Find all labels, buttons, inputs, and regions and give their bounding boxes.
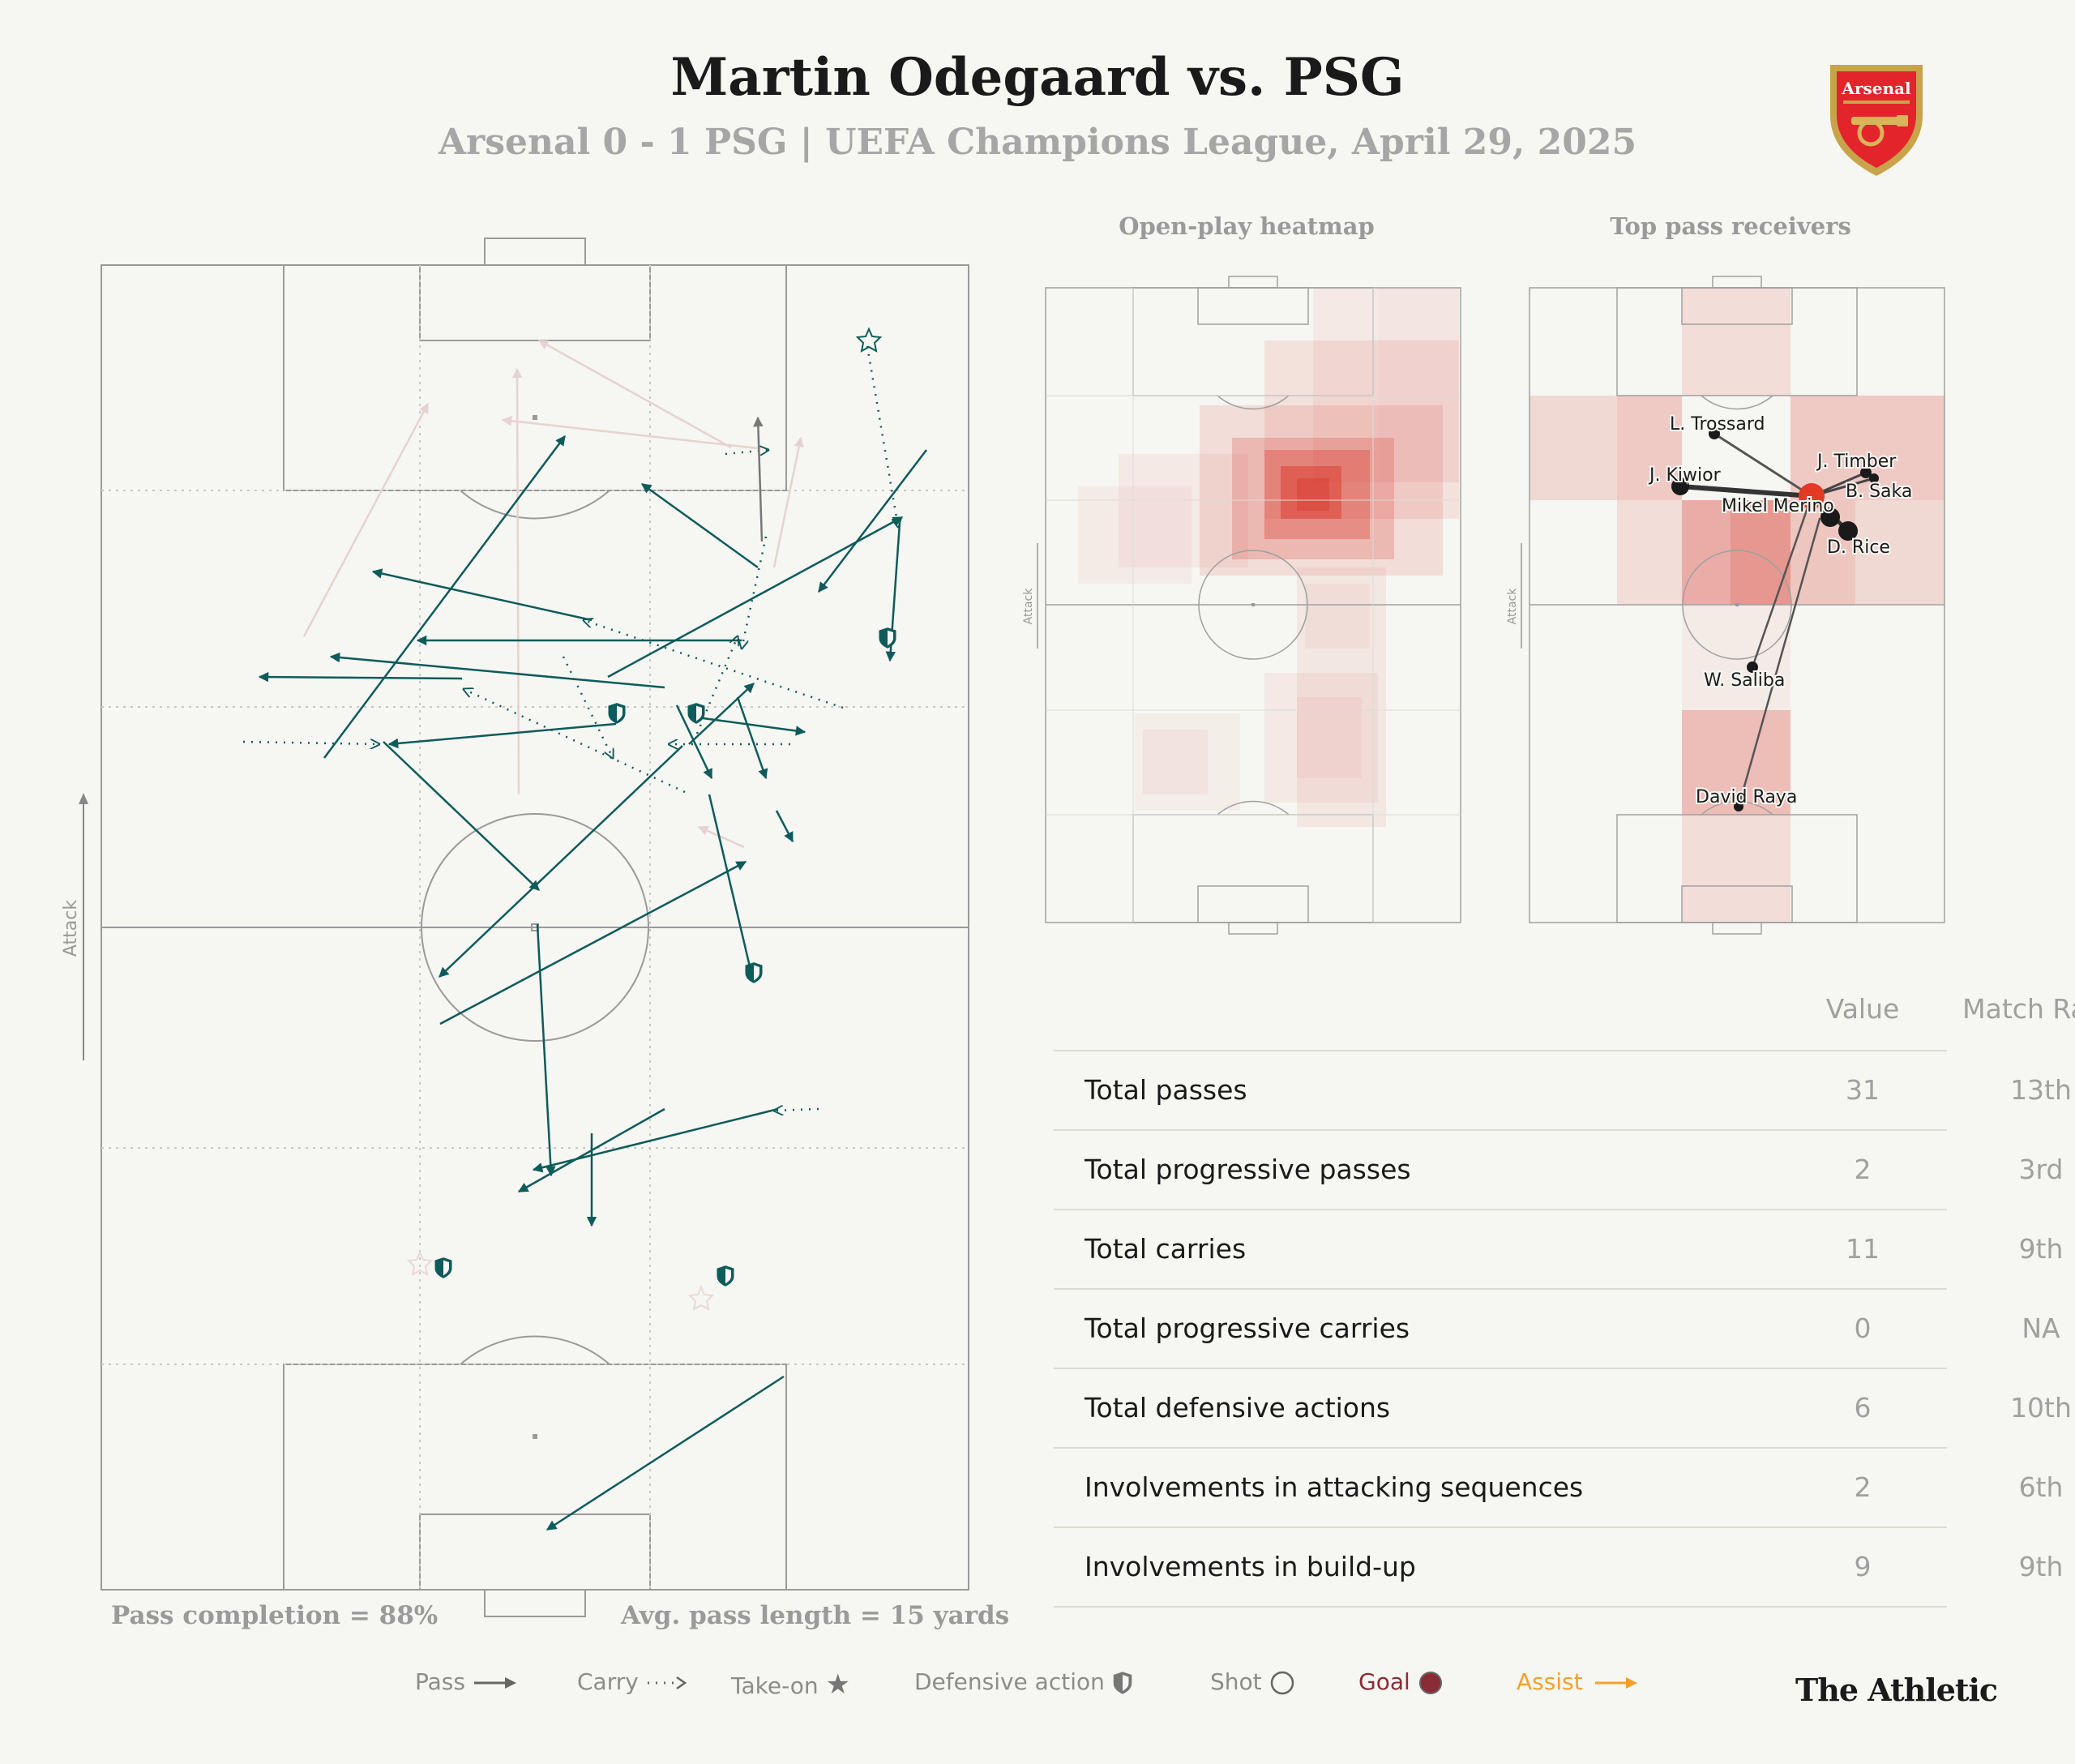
shot-circle-icon [1270, 1671, 1294, 1695]
receiver-label: W. Saliba [1704, 670, 1785, 691]
stat-label: Involvements in attacking sequences [1085, 1471, 1584, 1503]
grey-pass [753, 416, 764, 542]
receivers-attack-label: Attack [1506, 588, 1519, 625]
stats-row: Total defensive actions 6 10th [1054, 1368, 2072, 1447]
stat-value: 2 [1854, 1471, 1872, 1503]
stat-rank: 9th [2018, 1551, 2064, 1582]
stat-value: 6 [1854, 1392, 1872, 1424]
heatmap-title: Open-play heatmap [1119, 212, 1375, 240]
receiver-nodes [1671, 428, 1879, 811]
rank-column-header: Match Rank [1962, 993, 2075, 1025]
receiver-label: Mikel Merino [1722, 496, 1834, 516]
receiver-label: D. Rice [1827, 537, 1890, 558]
legend-pass-label: Pass [415, 1668, 465, 1695]
defensive-actions [434, 627, 896, 1287]
stat-value: 31 [1846, 1074, 1880, 1106]
stat-label: Total progressive passes [1085, 1154, 1411, 1185]
receiver-label: David Raya [1696, 787, 1797, 807]
stats-row: Involvements in attacking sequences 2 6t… [1054, 1447, 2063, 1526]
successful-passes [258, 435, 927, 1531]
main-pitch [101, 238, 969, 1617]
legend-goal: Goal [1358, 1668, 1444, 1696]
stat-value: 0 [1854, 1312, 1872, 1344]
stat-label: Total passes [1085, 1074, 1247, 1106]
attack-direction-arrow: Attack [61, 793, 88, 1060]
stat-label: Total defensive actions [1085, 1392, 1391, 1424]
page-title: Martin Odegaard vs. PSG [670, 47, 1405, 108]
shield-icon [1113, 1672, 1132, 1694]
stats-table: Value Match Rank Total passes 31 13th To… [1054, 985, 2075, 1608]
zone-shading [1530, 288, 1945, 923]
goal-circle-icon [1418, 1672, 1442, 1694]
stat-rank: 13th [2010, 1074, 2072, 1106]
stat-label: Total progressive carries [1085, 1312, 1410, 1344]
receivers-pitch: Attack L. Trossard J. Kiwior J. Timbe [1506, 276, 1945, 935]
receiver-label: J. Timber [1816, 452, 1897, 472]
stats-row: Total progressive passes 2 3rd [1054, 1129, 2063, 1209]
legend-carry: Carry [577, 1668, 688, 1695]
stat-rank: 10th [2010, 1392, 2072, 1424]
assist-arrow-icon [1594, 1677, 1637, 1689]
legend-assist-label: Assist [1517, 1668, 1583, 1695]
receiver-labels: L. Trossard J. Kiwior J. Timber B. Saka … [1646, 413, 1914, 809]
avg-pass-length: Avg. pass length = 15 yards [621, 1601, 1010, 1630]
stat-value: 2 [1854, 1154, 1872, 1185]
stat-rank: NA [2022, 1312, 2060, 1344]
receiver-label: B. Saka [1846, 482, 1912, 502]
legend-pass: Pass [415, 1668, 518, 1695]
receivers-title: Top pass receivers [1610, 212, 1851, 240]
legend-defensive-label: Defensive action [914, 1668, 1105, 1695]
receiver-label: J. Kiwior [1648, 465, 1722, 486]
stat-value: 9 [1854, 1551, 1872, 1582]
legend-defensive: Defensive action [914, 1668, 1133, 1695]
carry-arrow-icon [647, 1676, 687, 1690]
heatmap-pitch: Attack [1022, 276, 1461, 935]
stats-row: Total carries 11 9th [1054, 1209, 2063, 1288]
legend-goal-label: Goal [1358, 1668, 1410, 1695]
stats-row: Involvements in build-up 9 9th [1054, 1526, 2063, 1608]
legend-carry-label: Carry [577, 1668, 639, 1695]
stats-header: Value Match Rank [1054, 985, 2075, 1050]
stats-row: Total progressive carries 0 NA [1054, 1288, 2060, 1368]
unsuccessful-passes [302, 339, 804, 849]
pass-arrow-icon [473, 1677, 516, 1689]
attack-label: Attack [61, 900, 81, 957]
legend-take-on-label: Take-on [731, 1672, 819, 1699]
stat-label: Total carries [1085, 1233, 1247, 1265]
match-subtitle: Arsenal 0 - 1 PSG | UEFA Champions Leagu… [438, 122, 1637, 163]
legend-assist: Assist [1517, 1668, 1641, 1695]
receiver-label: L. Trossard [1670, 414, 1765, 435]
stat-value: 11 [1846, 1233, 1880, 1265]
arsenal-crest-logo: Arsenal [1830, 65, 1923, 176]
stat-label: Involvements in build-up [1085, 1551, 1416, 1582]
stats-row: Total passes 31 13th [1054, 1050, 2072, 1129]
stat-rank: 9th [2018, 1233, 2064, 1265]
star-icon: ★ [825, 1668, 850, 1701]
legend-shot: Shot [1210, 1668, 1295, 1696]
the-athletic-logo: The Athletic [1795, 1672, 1998, 1708]
heatmap-attack-label: Attack [1022, 588, 1035, 625]
value-column-header: Value [1825, 993, 1900, 1025]
legend-take-on: Take-on ★ [731, 1668, 850, 1701]
heat-cells [1078, 288, 1459, 827]
stat-rank: 3rd [2018, 1154, 2064, 1185]
stat-rank: 6th [2018, 1471, 2064, 1503]
crest-text: Arsenal [1841, 79, 1911, 98]
pass-completion: Pass completion = 88% [111, 1601, 439, 1630]
take-on-stars [406, 327, 883, 1311]
legend-shot-label: Shot [1210, 1668, 1262, 1695]
